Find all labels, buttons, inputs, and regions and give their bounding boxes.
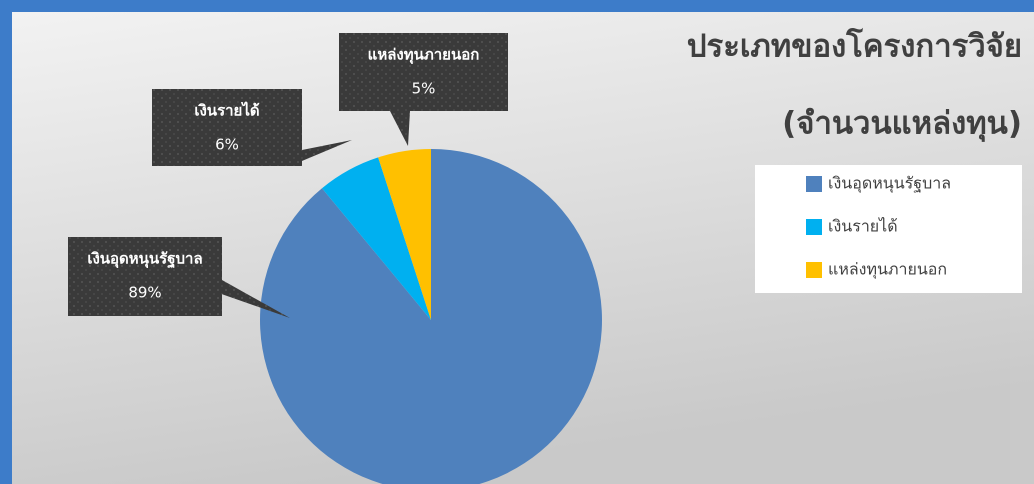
data-label-name: แหล่งทุนภายนอก (368, 46, 480, 65)
legend-swatch (806, 219, 822, 235)
data-label-value: 6% (215, 136, 239, 154)
legend-label: เงินรายได้ (828, 217, 898, 236)
data-label-name: เงินอุดหนุนรัฐบาล (87, 250, 202, 269)
legend-label: แหล่งทุนภายนอก (828, 260, 947, 280)
callout-pointer (390, 111, 410, 146)
pie-slice (378, 149, 431, 320)
chart-title: ประเภทของโครงการวิจัย (687, 28, 1022, 65)
pie-slice (260, 149, 602, 484)
legend-box (755, 165, 1022, 293)
data-label-name: เงินรายได้ (194, 101, 259, 120)
legend-swatch (806, 176, 822, 192)
pie-slice (322, 157, 431, 320)
callout-box (68, 237, 222, 316)
callout-box (339, 33, 508, 111)
callout-pointer (290, 140, 352, 166)
data-label-value: 5% (412, 80, 436, 98)
legend-label: เงินอุดหนุนรัฐบาล (828, 174, 951, 194)
callout-box (152, 89, 302, 166)
legend-swatch (806, 262, 822, 278)
chart-subtitle: (จำนวนแหล่งทุน) (782, 106, 1022, 143)
data-label-value: 89% (128, 284, 161, 302)
callout-pointer (210, 280, 290, 318)
